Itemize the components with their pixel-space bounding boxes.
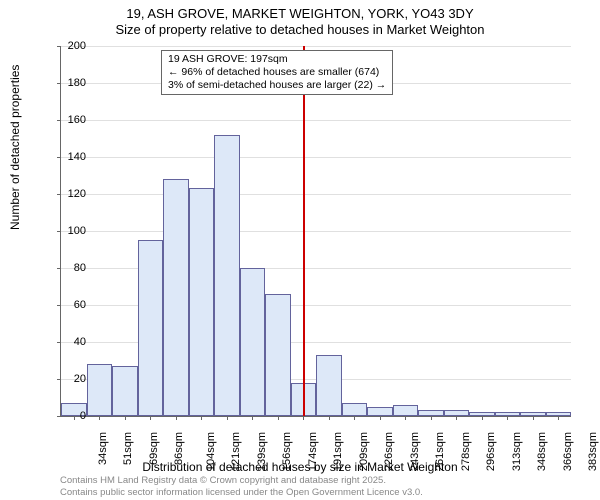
y-tick-label: 200: [56, 40, 86, 52]
y-tick-label: 60: [56, 299, 86, 311]
x-tick: [176, 416, 177, 420]
x-tick-label: 278sqm: [460, 432, 472, 471]
x-tick: [227, 416, 228, 420]
annotation-line1: 19 ASH GROVE: 197sqm: [168, 53, 386, 66]
title-address: 19, ASH GROVE, MARKET WEIGHTON, YORK, YO…: [0, 6, 600, 22]
x-tick: [558, 416, 559, 420]
title-subtitle: Size of property relative to detached ho…: [0, 22, 600, 38]
x-tick: [380, 416, 381, 420]
y-tick-label: 140: [56, 151, 86, 163]
x-tick: [456, 416, 457, 420]
x-tick-label: 191sqm: [332, 432, 344, 471]
histogram-bar: [342, 403, 368, 416]
histogram-bar: [112, 366, 138, 416]
histogram-bar: [265, 294, 291, 416]
x-tick-label: 366sqm: [562, 432, 574, 471]
footer-attribution: Contains HM Land Registry data © Crown c…: [60, 475, 423, 498]
x-tick-label: 86sqm: [173, 432, 185, 465]
histogram-bar: [240, 268, 266, 416]
y-tick-label: 180: [56, 77, 86, 89]
x-tick-label: 313sqm: [511, 432, 523, 471]
x-tick: [99, 416, 100, 420]
x-tick: [201, 416, 202, 420]
title-block: 19, ASH GROVE, MARKET WEIGHTON, YORK, YO…: [0, 0, 600, 39]
histogram-bar: [138, 240, 164, 416]
x-tick-label: 348sqm: [536, 432, 548, 471]
x-tick: [329, 416, 330, 420]
x-tick-label: 261sqm: [434, 432, 446, 471]
reference-line: [303, 46, 305, 416]
x-tick: [482, 416, 483, 420]
x-tick: [150, 416, 151, 420]
x-tick: [278, 416, 279, 420]
gridline: [61, 120, 571, 121]
y-axis-label: Number of detached properties: [8, 65, 22, 230]
annotation-line3: 3% of semi-detached houses are larger (2…: [168, 79, 386, 92]
y-tick-label: 80: [56, 262, 86, 274]
y-tick-label: 100: [56, 225, 86, 237]
histogram-bar: [367, 407, 393, 416]
x-tick: [125, 416, 126, 420]
x-tick-label: 209sqm: [358, 432, 370, 471]
y-tick-label: 120: [56, 188, 86, 200]
gridline: [61, 46, 571, 47]
x-tick-label: 174sqm: [307, 432, 319, 471]
histogram-bar: [393, 405, 419, 416]
x-tick-label: 104sqm: [205, 432, 217, 471]
x-tick-label: 139sqm: [256, 432, 268, 471]
x-tick: [507, 416, 508, 420]
gridline: [61, 157, 571, 158]
y-tick-label: 40: [56, 336, 86, 348]
histogram-bar: [316, 355, 342, 416]
x-tick: [431, 416, 432, 420]
y-tick-label: 0: [56, 410, 86, 422]
x-tick-label: 121sqm: [230, 432, 242, 471]
x-tick-label: 383sqm: [587, 432, 599, 471]
x-tick: [252, 416, 253, 420]
gridline: [61, 194, 571, 195]
x-tick-label: 156sqm: [281, 432, 293, 471]
x-tick-label: 243sqm: [409, 432, 421, 471]
x-tick-label: 69sqm: [148, 432, 160, 465]
footer-line2: Contains public sector information licen…: [60, 487, 423, 498]
x-tick-label: 226sqm: [383, 432, 395, 471]
x-tick: [354, 416, 355, 420]
x-tick-label: 34sqm: [97, 432, 109, 465]
annotation-box: 19 ASH GROVE: 197sqm← 96% of detached ho…: [161, 50, 393, 95]
y-tick-label: 160: [56, 114, 86, 126]
x-axis-label: Distribution of detached houses by size …: [0, 460, 600, 474]
x-tick-label: 51sqm: [122, 432, 134, 465]
y-tick-label: 20: [56, 373, 86, 385]
footer-line1: Contains HM Land Registry data © Crown c…: [60, 475, 423, 486]
x-tick: [533, 416, 534, 420]
histogram-bar: [163, 179, 189, 416]
annotation-line2: ← 96% of detached houses are smaller (67…: [168, 66, 386, 79]
gridline: [61, 231, 571, 232]
x-tick: [405, 416, 406, 420]
chart-container: 19, ASH GROVE, MARKET WEIGHTON, YORK, YO…: [0, 0, 600, 500]
histogram-bar: [214, 135, 240, 416]
x-tick: [303, 416, 304, 420]
histogram-bar: [87, 364, 113, 416]
histogram-bar: [189, 188, 215, 416]
x-tick-label: 296sqm: [485, 432, 497, 471]
plot-area: 19 ASH GROVE: 197sqm← 96% of detached ho…: [60, 46, 571, 417]
